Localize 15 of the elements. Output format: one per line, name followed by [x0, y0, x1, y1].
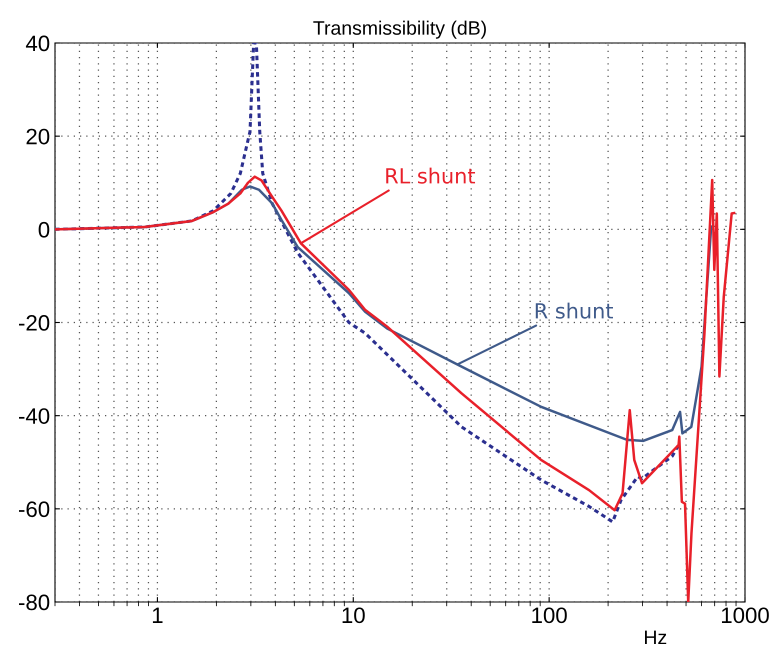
x-tick-label: 100: [532, 607, 567, 624]
x-tick-label: 1: [152, 608, 163, 623]
y-tick-label: -80: [19, 594, 50, 610]
y-tick-label: 20: [26, 128, 50, 144]
annotation: RL shunt: [386, 168, 476, 184]
x-tick-label: 1000: [722, 607, 769, 624]
x-axis-title: Hz: [645, 630, 666, 644]
x-tick-label: 10: [342, 607, 365, 624]
annotation: R shunt: [536, 302, 613, 319]
y-tick-label: 0: [38, 222, 50, 238]
chart-title: Transmissibility (dB): [313, 20, 486, 39]
y-tick-label: 40: [26, 36, 50, 52]
y-tick-label: -20: [19, 315, 50, 331]
y-tick-label: -40: [19, 408, 50, 424]
y-tick-label: -60: [19, 501, 50, 518]
